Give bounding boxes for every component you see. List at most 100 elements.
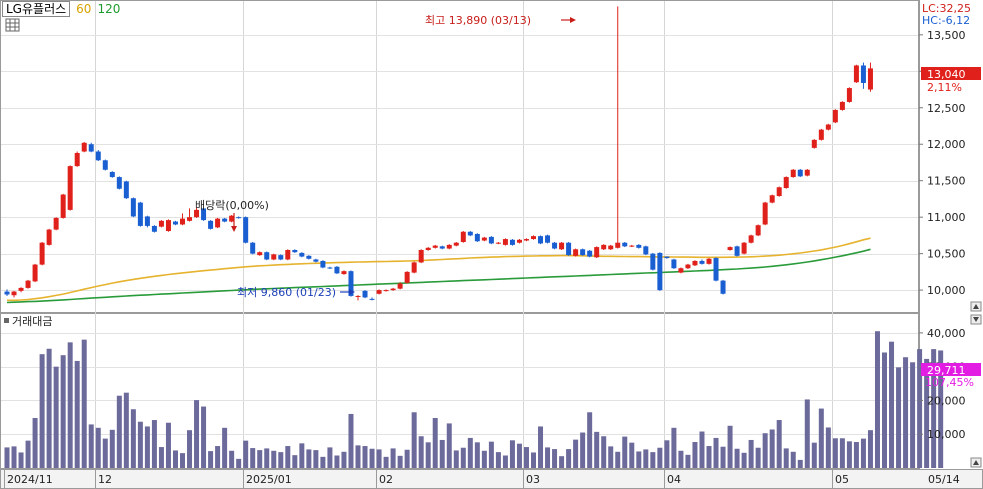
candle-body <box>720 280 726 294</box>
volume-bar <box>88 424 94 468</box>
candle-body <box>615 242 621 248</box>
ma60-label: 60 <box>76 2 92 16</box>
volume-panel-collapse-icon[interactable] <box>970 314 982 325</box>
candle-body <box>418 250 424 263</box>
candle-body <box>215 218 221 228</box>
candle-body <box>116 177 122 189</box>
volume-bar <box>306 449 312 468</box>
volume-bar <box>123 392 129 468</box>
candle-body <box>769 195 775 203</box>
candle-body <box>853 65 859 83</box>
volume-bar-series <box>4 331 944 468</box>
volume-panel-expand-icon[interactable] <box>970 457 982 468</box>
volume-tick-label: 10,000 <box>927 428 966 441</box>
high-arrow-icon <box>561 17 576 23</box>
price-tick-label: 10,000 <box>927 284 966 297</box>
candle-body <box>783 177 789 188</box>
volume-bar <box>250 448 256 468</box>
candle-body <box>545 235 551 243</box>
volume-bar <box>439 439 445 468</box>
volume-bar <box>236 458 242 468</box>
volume-bar <box>818 408 824 468</box>
volume-bar <box>446 423 452 468</box>
volume-bar <box>18 452 24 468</box>
volume-bar <box>109 429 115 468</box>
ma120-label: 120 <box>97 2 121 16</box>
candle-body <box>538 236 544 244</box>
current-price-value: 13,040 <box>927 68 966 81</box>
volume-bar <box>411 412 417 468</box>
volume-bar <box>938 350 944 468</box>
candle-body <box>481 237 487 241</box>
candle-body <box>411 262 417 273</box>
candle-body <box>74 152 80 167</box>
volume-bar <box>509 440 515 468</box>
candle-body <box>376 290 382 294</box>
candle-body <box>151 225 157 232</box>
volume-bar <box>285 446 291 468</box>
candle-body <box>474 233 480 242</box>
ma60-series <box>7 237 871 302</box>
candle-body <box>165 220 171 232</box>
volume-bar <box>201 406 207 468</box>
stock-name[interactable]: LG유플러스 <box>2 1 71 17</box>
candle-body <box>67 166 73 210</box>
volume-bar <box>580 432 586 468</box>
volume-bar <box>208 451 214 468</box>
candle-body <box>839 101 845 110</box>
current-price-change: 2,11% <box>927 81 962 94</box>
volume-bar <box>453 450 459 468</box>
volume-bar <box>860 438 866 468</box>
candle-body <box>208 220 214 229</box>
candle-body <box>383 290 389 292</box>
candle-body <box>643 246 649 255</box>
volume-bar <box>271 450 277 468</box>
volume-bar <box>144 426 150 468</box>
volume-bar <box>538 426 544 468</box>
volume-bar <box>769 429 775 468</box>
candle-body <box>32 264 38 282</box>
candle-body <box>39 242 45 265</box>
candle-body <box>172 221 178 225</box>
volume-bar <box>846 441 852 468</box>
volume-bar <box>390 448 396 468</box>
volume-bar <box>839 438 845 468</box>
volume-bar <box>748 439 754 468</box>
time-tick-label: 02 <box>379 473 393 486</box>
candle-body <box>748 235 754 243</box>
candle-body <box>516 239 522 243</box>
volume-bar <box>116 395 122 468</box>
grid-toggle-icon[interactable] <box>5 18 20 32</box>
volume-bar <box>636 451 642 468</box>
price-tick-label: 10,500 <box>927 248 966 261</box>
volume-bar <box>495 452 501 468</box>
low-arrow-icon <box>340 289 355 295</box>
volume-bar <box>699 431 705 468</box>
candle-body <box>201 208 207 221</box>
price-axis-labels: 10,000 10,500 11,000 11,500 12,000 12,500 13,0… <box>919 29 966 297</box>
candle-body <box>594 247 600 258</box>
volume-bar <box>327 447 333 468</box>
candle-body <box>158 220 164 227</box>
candle-body <box>734 246 740 256</box>
volume-bar <box>657 447 663 468</box>
candle-body <box>397 283 403 289</box>
price-tick-label: 11,500 <box>927 175 966 188</box>
candle-body <box>531 236 536 240</box>
candle-body <box>580 249 586 256</box>
volume-bar <box>418 436 424 468</box>
dividend-arrow-icon <box>231 213 237 232</box>
high-annotation: 최고 13,890 (03/13) <box>425 14 531 27</box>
price-panel-collapse-icon[interactable] <box>970 301 982 312</box>
candle-body <box>818 129 824 140</box>
candle-body <box>523 239 529 241</box>
candle-body <box>109 171 115 178</box>
candle-body <box>390 288 396 291</box>
candle-body <box>278 255 284 260</box>
volume-tick-label: 40,000 <box>927 327 966 340</box>
volume-bar <box>853 441 859 468</box>
candle-body <box>566 242 572 256</box>
volume-tick-label: 20,000 <box>927 394 966 407</box>
volume-bar <box>362 446 368 468</box>
volume-panel-title: 거래대금 <box>12 315 52 328</box>
